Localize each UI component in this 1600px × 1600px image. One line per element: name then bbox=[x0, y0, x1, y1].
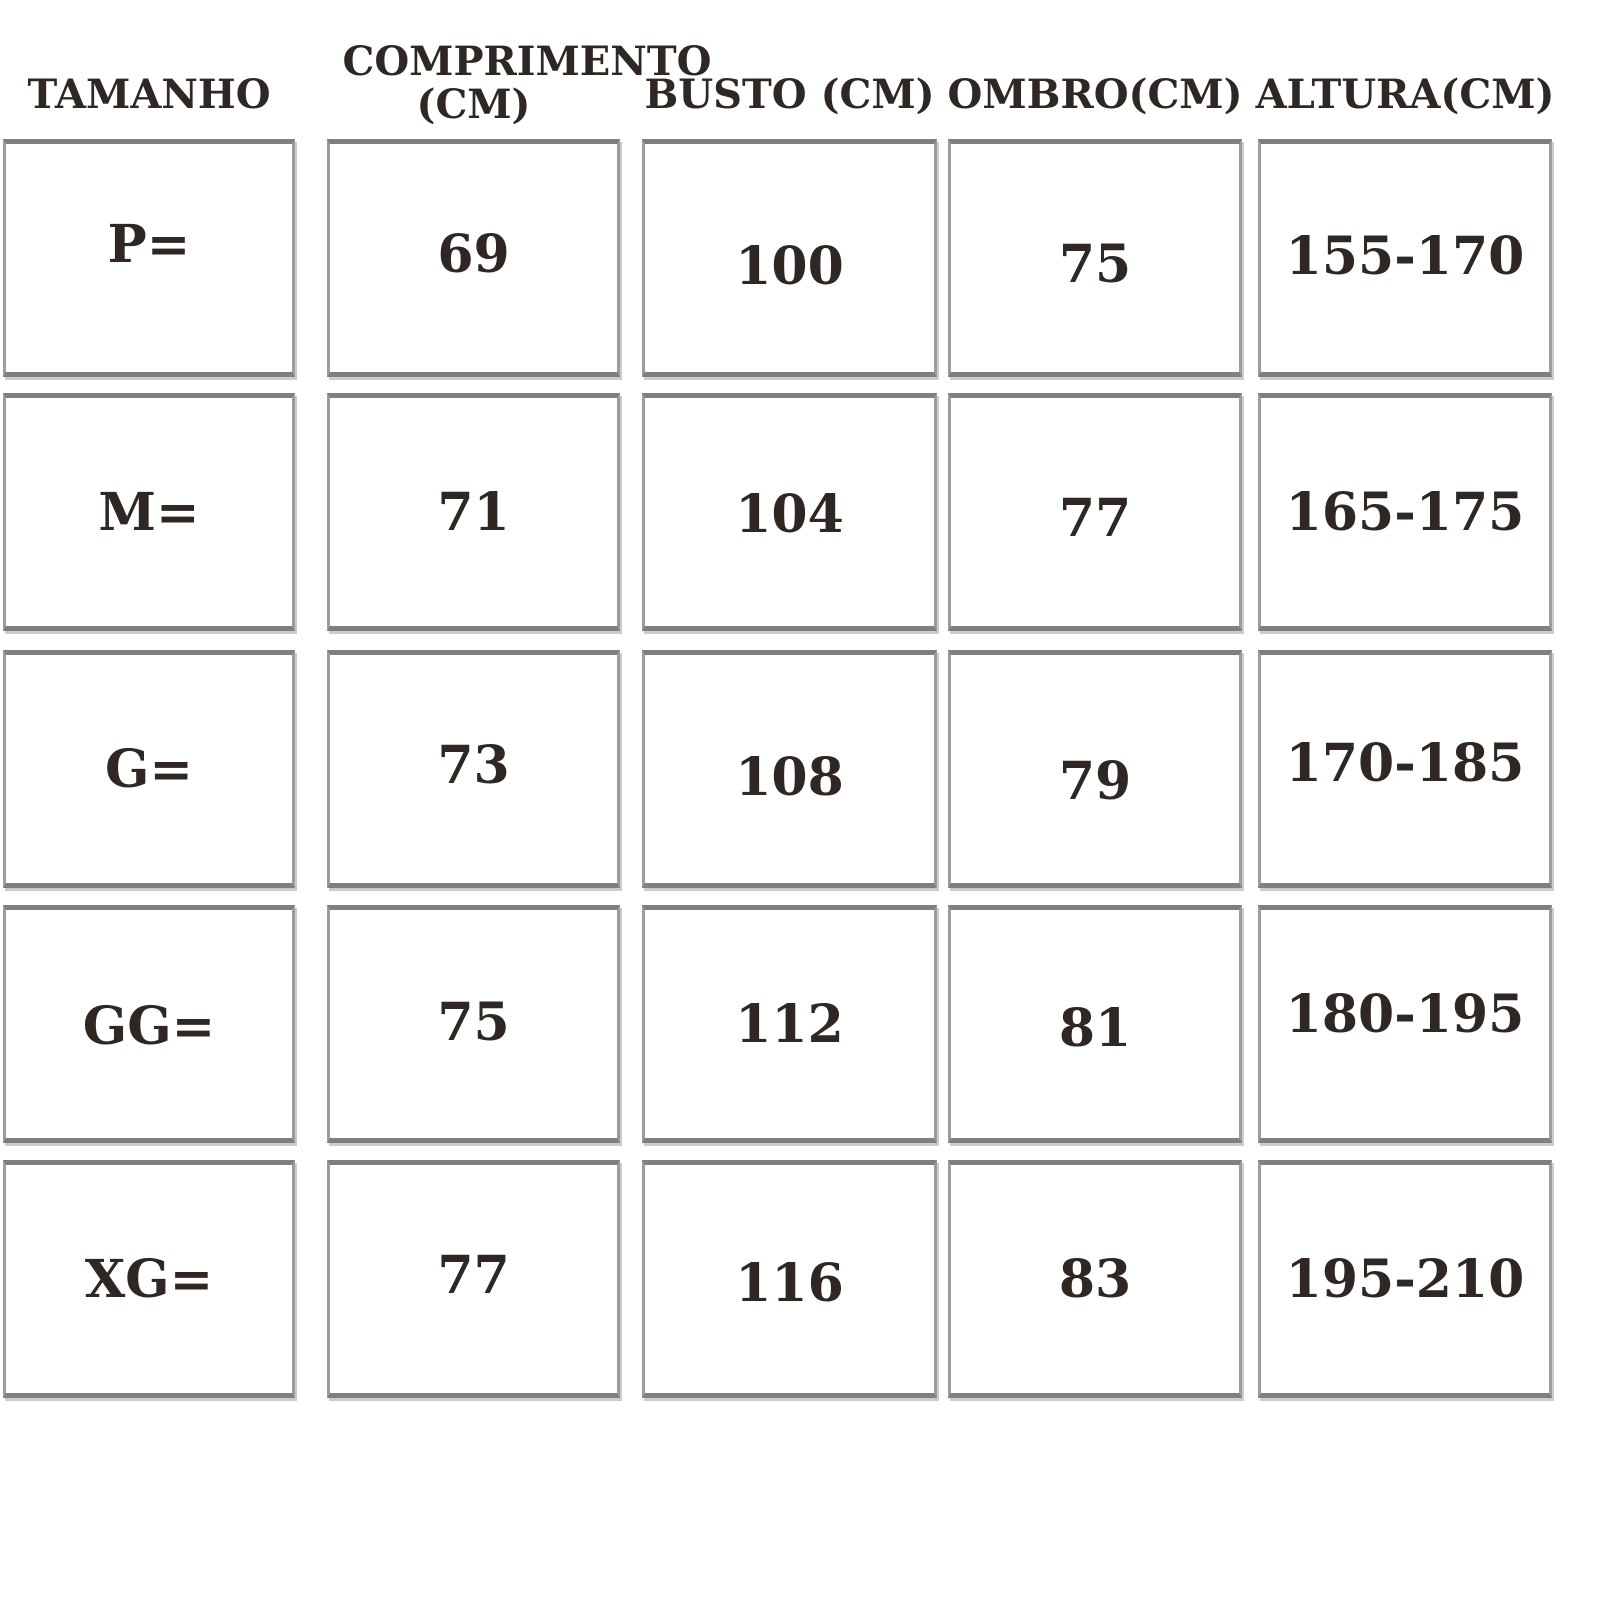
cell-text: 77 bbox=[437, 1244, 510, 1306]
cell-p-ombro: 75 bbox=[948, 139, 1242, 377]
size-label-g: G= bbox=[3, 650, 295, 888]
cell-xg-busto: 116 bbox=[642, 1160, 937, 1398]
cell-text: 170-185 bbox=[1285, 732, 1525, 794]
cell-text: 77 bbox=[1058, 487, 1132, 549]
column-header-label: COMPRIMENTO (CM) bbox=[342, 37, 712, 128]
cell-p-altura: 155-170 bbox=[1258, 139, 1552, 377]
column-header-label: OMBRO(CM) bbox=[947, 71, 1243, 119]
cell-m-altura: 165-175 bbox=[1258, 393, 1552, 631]
cell-text: 165-175 bbox=[1285, 481, 1525, 543]
column-header-label: ALTURA(CM) bbox=[1255, 71, 1555, 119]
cell-text: 116 bbox=[735, 1252, 844, 1314]
cell-g-altura: 170-185 bbox=[1258, 650, 1552, 888]
column-header-label: TAMANHO bbox=[27, 71, 271, 119]
cell-m-busto: 104 bbox=[642, 393, 937, 631]
size-label-xg: XG= bbox=[3, 1160, 295, 1398]
cell-text: 73 bbox=[437, 734, 510, 796]
size-label-p: P= bbox=[3, 139, 295, 377]
cell-text: 75 bbox=[437, 991, 510, 1053]
cell-gg-ombro: 81 bbox=[948, 905, 1242, 1143]
cell-g-busto: 108 bbox=[642, 650, 937, 888]
column-header-label: BUSTO (CM) bbox=[644, 71, 935, 119]
cell-gg-busto: 112 bbox=[642, 905, 937, 1143]
cell-m-comprimento: 71 bbox=[327, 393, 620, 631]
cell-text: 79 bbox=[1058, 750, 1132, 812]
column-header-ombro: OMBRO(CM) bbox=[947, 28, 1243, 134]
cell-text: 112 bbox=[735, 993, 844, 1055]
column-header-tamanho: TAMANHO bbox=[3, 28, 295, 134]
cell-gg-altura: 180-195 bbox=[1258, 905, 1552, 1143]
cell-p-busto: 100 bbox=[642, 139, 937, 377]
cell-text: 71 bbox=[437, 481, 510, 543]
cell-text: XG= bbox=[84, 1248, 214, 1310]
cell-text: 155-170 bbox=[1285, 225, 1525, 287]
cell-g-comprimento: 73 bbox=[327, 650, 620, 888]
cell-gg-comprimento: 75 bbox=[327, 905, 620, 1143]
cell-xg-comprimento: 77 bbox=[327, 1160, 620, 1398]
cell-text: P= bbox=[107, 213, 191, 275]
cell-text: 81 bbox=[1058, 997, 1132, 1059]
cell-text: 69 bbox=[437, 223, 510, 285]
cell-text: 108 bbox=[735, 746, 844, 808]
cell-g-ombro: 79 bbox=[948, 650, 1242, 888]
cell-xg-altura: 195-210 bbox=[1258, 1160, 1552, 1398]
column-header-comprimento: COMPRIMENTO (CM) bbox=[327, 28, 712, 134]
cell-text: 100 bbox=[735, 235, 844, 297]
size-label-m: M= bbox=[3, 393, 295, 631]
cell-text: 104 bbox=[735, 483, 844, 545]
cell-p-comprimento: 69 bbox=[327, 139, 620, 377]
cell-xg-ombro: 83 bbox=[948, 1160, 1242, 1398]
cell-text: G= bbox=[105, 738, 193, 800]
column-header-busto: BUSTO (CM) bbox=[642, 28, 937, 134]
cell-text: M= bbox=[98, 481, 200, 543]
cell-text: GG= bbox=[82, 995, 216, 1057]
column-header-altura: ALTURA(CM) bbox=[1255, 28, 1555, 134]
cell-text: 195-210 bbox=[1285, 1248, 1525, 1310]
cell-text: 83 bbox=[1058, 1248, 1132, 1310]
cell-m-ombro: 77 bbox=[948, 393, 1242, 631]
size-label-gg: GG= bbox=[3, 905, 295, 1143]
cell-text: 180-195 bbox=[1285, 983, 1525, 1045]
cell-text: 75 bbox=[1058, 233, 1132, 295]
